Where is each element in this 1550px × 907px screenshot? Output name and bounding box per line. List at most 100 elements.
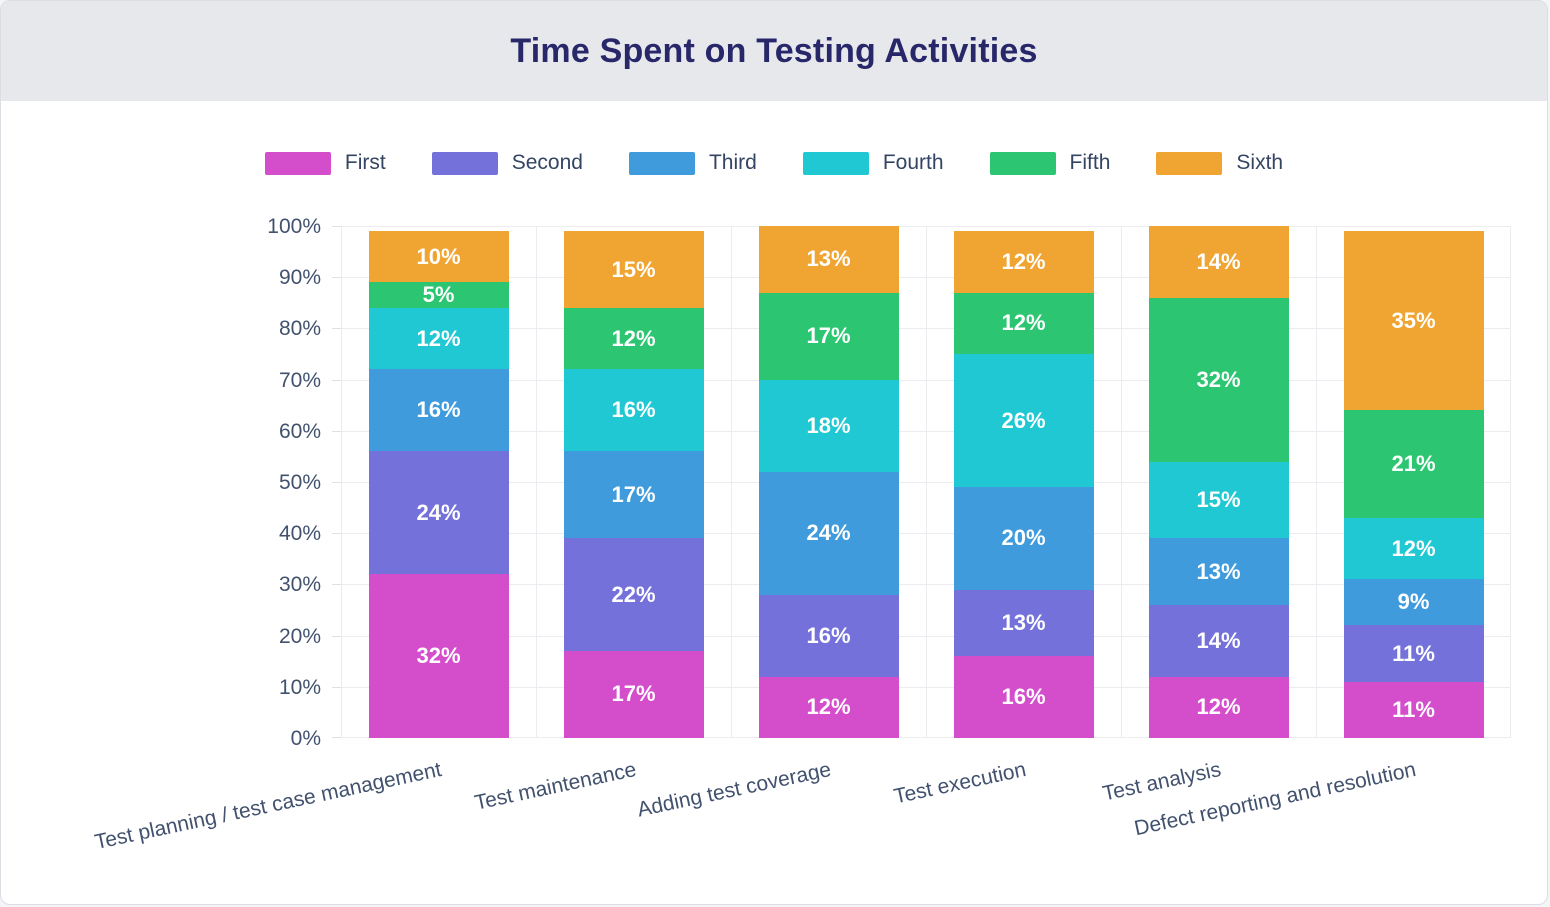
gridline-vertical — [1316, 226, 1317, 738]
bar-segment-second[interactable]: 16% — [758, 594, 899, 677]
bar-adding-test-coverage: 12% 16% 24% 18% 17% 13% — [758, 226, 899, 738]
y-tick-label: 30% — [278, 573, 321, 597]
bar-segment-fourth[interactable]: 16% — [563, 369, 704, 452]
segment-value-label: 9% — [1397, 589, 1430, 615]
segment-value-label: 13% — [806, 246, 851, 272]
segment-value-label: 5% — [422, 282, 455, 308]
bar-segment-third[interactable]: 20% — [953, 487, 1094, 590]
legend-swatch-fourth — [802, 151, 869, 175]
segment-value-label: 12% — [1001, 248, 1046, 274]
legend-item-third[interactable]: Third — [628, 151, 757, 175]
legend-swatch-third — [628, 151, 695, 175]
bar-segment-sixth[interactable]: 13% — [758, 226, 899, 293]
y-tick-label: 80% — [278, 317, 321, 341]
bar-segment-third[interactable]: 13% — [1148, 538, 1289, 605]
bar-segment-fifth[interactable]: 32% — [1148, 297, 1289, 462]
segment-value-label: 14% — [1196, 627, 1241, 653]
bar-segment-fifth[interactable]: 5% — [368, 282, 509, 308]
x-tick-label-test-maintenance: Test maintenance — [472, 758, 639, 815]
y-axis: 0% 10% 20% 30% 40% 50% 60% 70% 80% 90% 100% — [1, 216, 331, 749]
legend-item-second[interactable]: Second — [431, 151, 583, 175]
bar-segment-first[interactable]: 12% — [1148, 676, 1289, 738]
bar-segment-fifth[interactable]: 17% — [758, 292, 899, 380]
bar-segment-fourth[interactable]: 18% — [758, 379, 899, 472]
bar-segment-second[interactable]: 11% — [1343, 625, 1484, 682]
y-tick-label: 10% — [278, 675, 321, 699]
y-tick-mark — [332, 328, 341, 330]
bar-test-analysis: 12% 14% 13% 15% 32% 14% — [1148, 226, 1289, 738]
legend-label: Third — [708, 151, 757, 174]
bar-segment-sixth[interactable]: 12% — [953, 231, 1094, 293]
x-tick-label-adding-test-coverage: Adding test coverage — [635, 758, 834, 822]
bar-segment-fifth[interactable]: 21% — [1343, 410, 1484, 518]
segment-value-label: 32% — [416, 643, 461, 669]
legend-item-fifth[interactable]: Fifth — [989, 151, 1111, 175]
bar-segment-fourth[interactable]: 12% — [368, 307, 509, 370]
bar-segment-fourth[interactable]: 15% — [1148, 461, 1289, 539]
segment-value-label: 20% — [1001, 525, 1046, 551]
segment-value-label: 32% — [1196, 366, 1241, 392]
gridline-vertical — [731, 226, 732, 738]
y-tick-label: 40% — [278, 522, 321, 546]
segment-value-label: 12% — [611, 325, 656, 351]
legend-swatch-second — [431, 151, 498, 175]
gridline-vertical — [536, 226, 537, 738]
bar-segment-second[interactable]: 13% — [953, 589, 1094, 657]
bar-segment-third[interactable]: 17% — [563, 451, 704, 539]
legend-label: Fifth — [1069, 151, 1111, 174]
bar-segment-sixth[interactable]: 14% — [1148, 226, 1289, 298]
bar-segment-fifth[interactable]: 12% — [563, 307, 704, 370]
bar-segment-third[interactable]: 16% — [368, 369, 509, 452]
legend-item-fourth[interactable]: Fourth — [802, 151, 944, 175]
bar-segment-fourth[interactable]: 26% — [953, 354, 1094, 488]
gridline-vertical — [926, 226, 927, 738]
bar-segment-fourth[interactable]: 12% — [1343, 517, 1484, 580]
segment-value-label: 16% — [806, 622, 851, 648]
bar-segment-first[interactable]: 11% — [1343, 681, 1484, 738]
bar-test-execution: 16% 13% 20% 26% 12% 12% — [953, 231, 1094, 738]
legend-label: First — [344, 151, 386, 174]
y-tick-mark — [332, 584, 341, 586]
bar-test-planning-test-case-management: 32% 24% 16% 12% 5% 10% — [368, 231, 509, 738]
y-tick-mark — [332, 482, 341, 483]
segment-value-label: 10% — [416, 243, 461, 269]
bar-segment-sixth[interactable]: 10% — [368, 231, 509, 283]
bar-segment-fifth[interactable]: 12% — [953, 292, 1094, 355]
legend: First Second Third Fourth Fifth Sixth — [1, 151, 1547, 175]
segment-value-label: 17% — [806, 323, 851, 349]
legend-label: Second — [511, 151, 583, 174]
y-tick-label: 70% — [278, 368, 321, 392]
bar-segment-sixth[interactable]: 35% — [1343, 231, 1484, 411]
legend-item-sixth[interactable]: Sixth — [1156, 151, 1283, 175]
segment-value-label: 12% — [416, 325, 461, 351]
bar-segment-second[interactable]: 24% — [368, 451, 509, 575]
bar-segment-second[interactable]: 22% — [563, 538, 704, 651]
segment-value-label: 17% — [611, 481, 656, 507]
segment-value-label: 12% — [1001, 310, 1046, 336]
bar-segment-first[interactable]: 32% — [368, 574, 509, 738]
segment-value-label: 18% — [806, 412, 851, 438]
bar-segment-first[interactable]: 16% — [953, 656, 1094, 738]
bar-segment-third[interactable]: 9% — [1343, 579, 1484, 626]
legend-label: Sixth — [1236, 151, 1284, 174]
y-tick-mark — [332, 379, 341, 381]
segment-value-label: 16% — [611, 397, 656, 423]
bar-segment-third[interactable]: 24% — [758, 471, 899, 595]
segment-value-label: 12% — [1391, 535, 1436, 561]
chart-title: Time Spent on Testing Activities — [510, 31, 1038, 70]
segment-value-label: 12% — [1196, 694, 1241, 720]
segment-value-label: 15% — [1196, 486, 1241, 512]
bar-segment-second[interactable]: 14% — [1148, 604, 1289, 677]
segment-value-label: 17% — [611, 681, 656, 707]
bar-segment-first[interactable]: 12% — [758, 676, 899, 738]
bar-segment-sixth[interactable]: 15% — [563, 231, 704, 308]
bar-segment-first[interactable]: 17% — [563, 650, 704, 738]
segment-value-label: 24% — [416, 499, 461, 525]
y-tick-mark — [332, 686, 341, 688]
bar-test-maintenance: 17% 22% 17% 16% 12% 15% — [563, 231, 704, 738]
y-tick-label: 50% — [278, 471, 321, 494]
y-tick-label: 0% — [290, 727, 321, 750]
segment-value-label: 16% — [416, 397, 461, 423]
gridline-vertical — [1121, 226, 1122, 738]
legend-item-first[interactable]: First — [264, 151, 386, 175]
